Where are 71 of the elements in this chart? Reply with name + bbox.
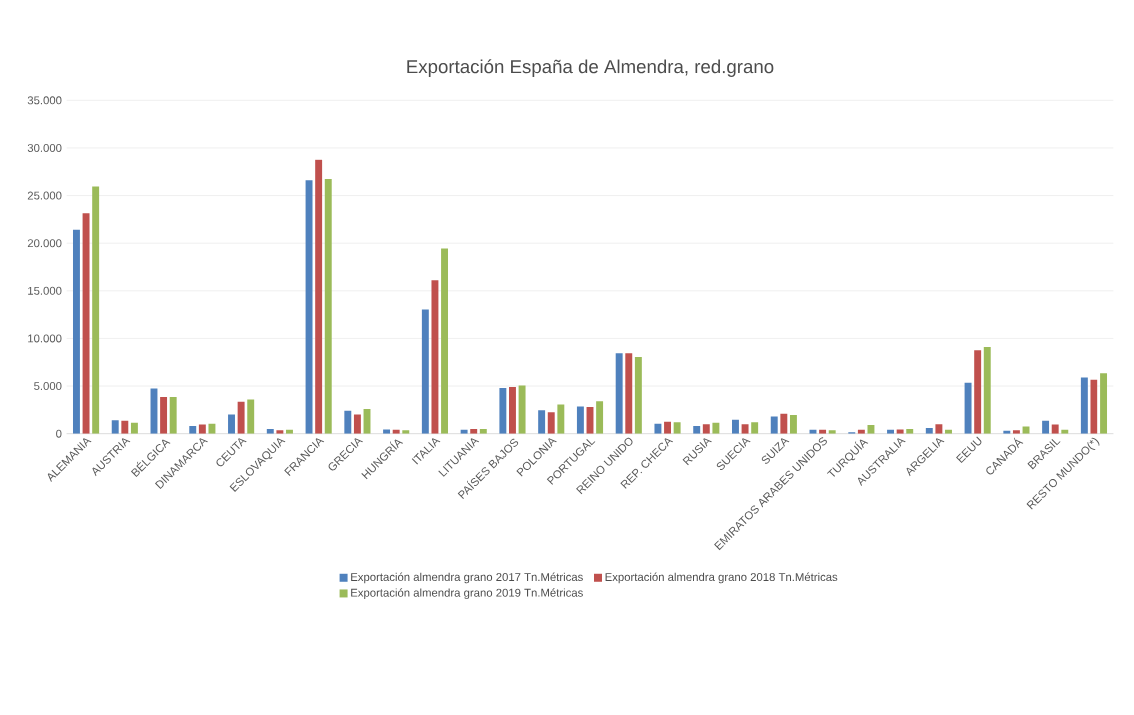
bar [1080,377,1088,434]
bar [421,309,429,434]
bar [276,430,284,434]
y-tick-label: 15.000 [28,286,62,295]
bar [1090,379,1098,434]
bar [896,429,904,434]
bar [237,401,245,434]
bar [1042,420,1050,434]
bar [770,416,778,434]
bar [305,180,313,434]
bar [780,413,788,434]
bar [353,414,361,434]
bar [441,248,449,434]
bar [547,412,555,434]
bar [247,399,255,434]
bar [402,430,410,434]
bar [789,415,797,434]
bar [935,424,943,434]
bar [751,422,759,434]
bar [82,213,90,434]
bar [964,382,972,434]
bar [431,280,439,434]
bar [741,424,749,434]
bar [974,350,982,434]
bar [121,420,129,434]
bar [92,186,100,434]
bar [596,401,604,434]
bar [324,178,332,434]
bar [615,353,623,434]
bar [712,422,720,434]
bar [557,404,565,434]
bar [518,385,526,434]
bar [702,424,710,434]
legend-label: Exportación almendra grano 2017 Tn.Métricas [351,572,583,584]
bar [576,406,584,434]
bar [509,387,516,434]
bar [983,347,991,434]
y-tick-label: 20.000 [27,239,62,248]
bar [693,426,701,434]
bar [315,159,323,434]
y-tick-label: 30.000 [27,143,62,152]
bar [828,430,836,434]
bar [208,423,216,434]
y-tick-label: 35.000 [27,96,62,105]
y-tick-label: 0 [56,429,62,438]
y-tick-label: 10.000 [28,334,62,343]
bar [625,353,633,434]
bar [72,229,80,434]
bar [499,387,507,434]
bar [867,425,875,434]
bar [383,429,391,434]
bar [111,420,119,434]
bar [634,357,642,434]
bar [1012,430,1020,434]
bar [130,422,138,434]
bar [228,414,235,434]
bar [732,419,739,434]
y-tick-label: 5.000 [34,382,62,391]
chart-title: Exportación España de Almendra, red.grano [407,59,774,77]
legend-label: Exportación almendra grano 2018 Tn.Métricas [605,572,838,584]
bar [160,397,168,434]
bar [1100,373,1108,434]
bar [654,423,662,434]
legend-label: Exportación almendra grano 2019 Tn.Métricas [351,588,583,599]
bar [664,421,671,434]
bar [538,410,546,434]
bar [344,410,352,434]
bar [189,426,197,434]
y-tick-label: 25.000 [27,191,62,200]
bar [169,397,177,434]
bar [673,422,681,434]
